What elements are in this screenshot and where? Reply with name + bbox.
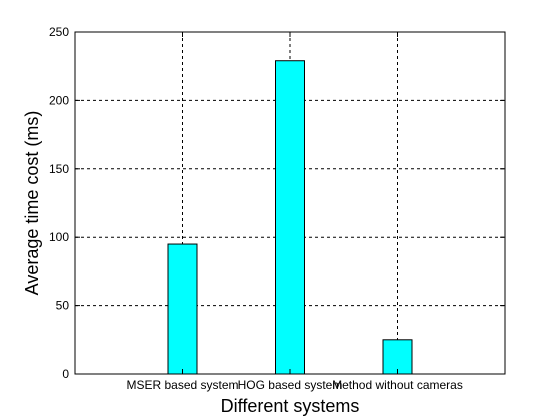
bar <box>382 339 413 375</box>
x-tick-label: MSER based system <box>126 378 238 392</box>
y-tick-label: 100 <box>49 230 69 244</box>
y-tick-label: 250 <box>49 25 69 39</box>
x-axis-title: Different systems <box>221 396 360 416</box>
axis-ticks: 0 50 100 150 200 250 MSER based system HOG base… <box>49 25 505 392</box>
y-tick-label: 150 <box>49 162 69 176</box>
y-tick-label: 50 <box>56 299 70 313</box>
x-tick-label: HOG based system <box>238 378 343 392</box>
x-tick-label: Method without cameras <box>332 378 463 392</box>
bar <box>167 243 198 375</box>
bar <box>275 60 305 375</box>
y-axis-title: Average time cost (ms) <box>22 111 42 296</box>
y-tick-label: 0 <box>62 367 69 381</box>
y-tick-label: 200 <box>49 93 69 107</box>
bars <box>167 60 413 375</box>
